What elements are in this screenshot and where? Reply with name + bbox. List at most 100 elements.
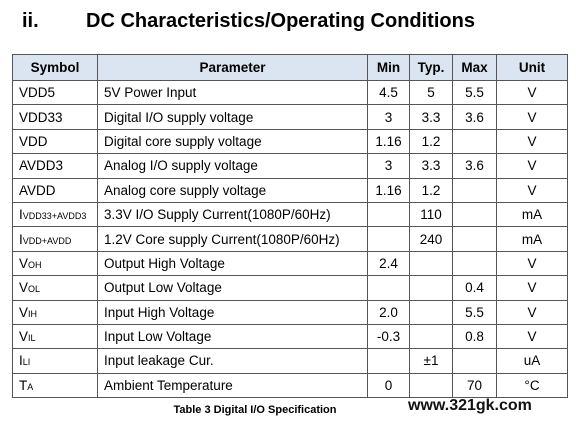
cell-symbol: VIH xyxy=(12,299,98,325)
cell-max xyxy=(452,128,497,155)
cell-min: 1.16 xyxy=(367,128,410,155)
cell-typ xyxy=(409,299,453,325)
col-header-min: Min xyxy=(367,54,410,81)
cell-max: 0.8 xyxy=(452,323,497,350)
cell-symbol: AVDD xyxy=(12,177,98,203)
cell-parameter: Output Low Voltage xyxy=(97,275,368,301)
symbol-main: V xyxy=(19,304,29,320)
symbol-main: V xyxy=(19,255,29,271)
cell-typ xyxy=(409,275,453,301)
cell-symbol: IVDD33+AVDD3 xyxy=(12,201,98,228)
cell-unit: V xyxy=(496,250,568,277)
cell-typ xyxy=(409,250,453,277)
cell-typ: 1.2 xyxy=(409,177,453,203)
cell-symbol: VDD xyxy=(12,128,98,155)
cell-typ: 1.2 xyxy=(409,128,453,155)
cell-max xyxy=(452,226,497,252)
symbol-main: VDD33 xyxy=(19,109,63,125)
cell-typ: ±1 xyxy=(409,348,453,374)
cell-max xyxy=(452,201,497,228)
section-number: ii. xyxy=(22,9,39,32)
cell-min: 3 xyxy=(367,153,410,179)
col-header-symbol: Symbol xyxy=(12,54,98,81)
symbol-subscript: IL xyxy=(28,333,36,344)
spec-table: Symbol Parameter Min Typ. Max Unit VDD5 5… xyxy=(12,54,568,399)
cell-parameter: Analog I/O supply voltage xyxy=(97,153,368,179)
cell-max: 5.5 xyxy=(452,79,497,106)
cell-unit: mA xyxy=(496,201,568,228)
cell-parameter: Digital core supply voltage xyxy=(97,128,368,155)
cell-min: 3 xyxy=(367,104,410,130)
cell-symbol: TA xyxy=(12,372,98,399)
col-header-max: Max xyxy=(452,54,497,81)
cell-unit: V xyxy=(496,128,568,155)
table-row: ILI Input leakage Cur. ±1 uA xyxy=(12,348,568,374)
cell-unit: V xyxy=(496,104,568,130)
cell-min xyxy=(367,275,410,301)
cell-parameter: 3.3V I/O Supply Current(1080P/60Hz) xyxy=(97,201,368,228)
cell-unit: V xyxy=(496,275,568,301)
cell-min xyxy=(367,201,410,228)
table-row: VOH Output High Voltage 2.4 V xyxy=(12,250,568,277)
cell-unit: °C xyxy=(496,372,568,399)
cell-symbol: AVDD3 xyxy=(12,153,98,179)
symbol-main: T xyxy=(19,377,28,393)
cell-symbol: VDD33 xyxy=(12,104,98,130)
cell-max: 0.4 xyxy=(452,275,497,301)
cell-unit: V xyxy=(496,323,568,350)
cell-parameter: Ambient Temperature xyxy=(97,372,368,399)
symbol-subscript: A xyxy=(27,381,34,392)
symbol-main: AVDD3 xyxy=(19,158,64,174)
table-row: VIL Input Low Voltage -0.3 0.8 V xyxy=(12,323,568,350)
symbol-main: VDD5 xyxy=(19,85,56,101)
symbol-main: V xyxy=(19,329,29,345)
cell-max xyxy=(452,348,497,374)
cell-max xyxy=(452,250,497,277)
symbol-subscript: VDD+AVDD xyxy=(22,235,72,246)
table-row: VDD Digital core supply voltage 1.16 1.2 V xyxy=(12,128,568,155)
watermark: www.321gk.com xyxy=(408,397,532,414)
table-row: VIH Input High Voltage 2.0 5.5 V xyxy=(12,299,568,325)
section-heading: ii. DC Characteristics/Operating Conditi… xyxy=(22,6,475,36)
cell-unit: V xyxy=(496,153,568,179)
table-header-row: Symbol Parameter Min Typ. Max Unit xyxy=(12,54,568,81)
cell-typ: 3.3 xyxy=(409,104,453,130)
symbol-main: I xyxy=(19,353,23,369)
table-row: VDD5 5V Power Input 4.5 5 5.5 V xyxy=(12,79,568,106)
cell-symbol: VDD5 xyxy=(12,79,98,106)
symbol-main: I xyxy=(19,207,23,223)
cell-typ: 110 xyxy=(409,201,453,228)
cell-max xyxy=(452,177,497,203)
cell-min: -0.3 xyxy=(367,323,410,350)
col-header-parameter: Parameter xyxy=(97,54,368,81)
cell-typ xyxy=(409,372,453,399)
cell-parameter: Input leakage Cur. xyxy=(97,348,368,374)
cell-symbol: IVDD+AVDD xyxy=(12,226,98,252)
cell-min xyxy=(367,226,410,252)
cell-parameter: Output High Voltage xyxy=(97,250,368,277)
symbol-subscript: VDD33+AVDD3 xyxy=(22,211,87,222)
cell-unit: mA xyxy=(496,226,568,252)
cell-max: 5.5 xyxy=(452,299,497,325)
col-header-typ: Typ. xyxy=(409,54,453,81)
cell-unit: V xyxy=(496,177,568,203)
table-row: VOL Output Low Voltage 0.4 V xyxy=(12,275,568,301)
table-row: IVDD33+AVDD3 3.3V I/O Supply Current(1080… xyxy=(12,201,568,228)
cell-min: 4.5 xyxy=(367,79,410,106)
cell-min xyxy=(367,348,410,374)
symbol-subscript: IH xyxy=(28,308,38,319)
cell-unit: V xyxy=(496,79,568,106)
symbol-main: VDD xyxy=(19,133,48,149)
table-row: VDD33 Digital I/O supply voltage 3 3.3 3.6 V xyxy=(12,104,568,130)
symbol-subscript: OH xyxy=(28,259,42,270)
cell-typ: 240 xyxy=(409,226,453,252)
cell-parameter: 5V Power Input xyxy=(97,79,368,106)
cell-max: 3.6 xyxy=(452,153,497,179)
table-row: AVDD Analog core supply voltage 1.16 1.2 V xyxy=(12,177,568,203)
symbol-main: V xyxy=(19,280,29,296)
cell-typ: 5 xyxy=(409,79,453,106)
symbol-subscript: OL xyxy=(28,284,41,295)
cell-parameter: Analog core supply voltage xyxy=(97,177,368,203)
cell-parameter: 1.2V Core supply Current(1080P/60Hz) xyxy=(97,226,368,252)
col-header-unit: Unit xyxy=(496,54,568,81)
